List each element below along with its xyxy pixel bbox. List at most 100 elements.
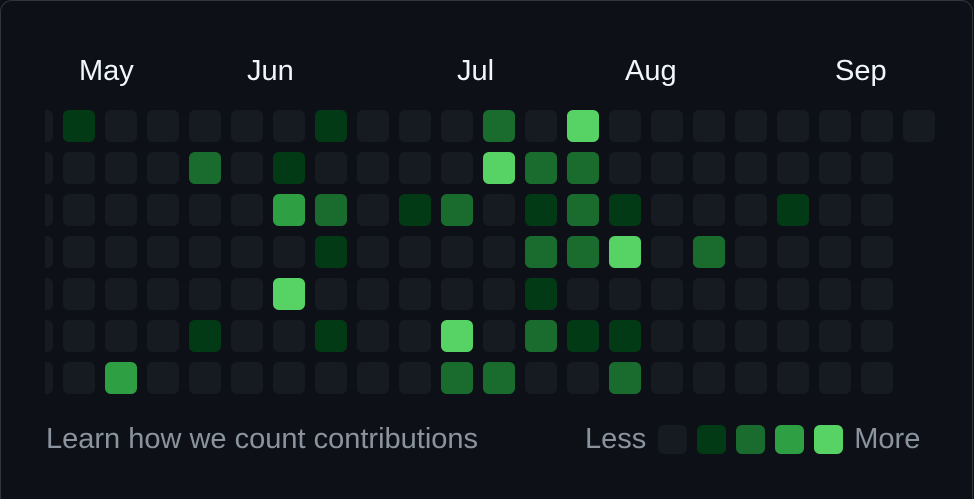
- contribution-day-cell[interactable]: [147, 110, 179, 142]
- contribution-day-cell[interactable]: [231, 362, 263, 394]
- contribution-day-cell[interactable]: [441, 194, 473, 226]
- contribution-day-cell[interactable]: [693, 320, 725, 352]
- contribution-day-cell[interactable]: [651, 320, 683, 352]
- contribution-day-cell[interactable]: [315, 194, 347, 226]
- contribution-day-cell[interactable]: [147, 362, 179, 394]
- contribution-day-cell[interactable]: [777, 362, 809, 394]
- contribution-day-cell[interactable]: [189, 152, 221, 184]
- contribution-day-cell[interactable]: [861, 362, 893, 394]
- contribution-day-cell[interactable]: [777, 236, 809, 268]
- contribution-day-cell[interactable]: [147, 194, 179, 226]
- contribution-day-cell[interactable]: [45, 194, 53, 226]
- contribution-day-cell[interactable]: [231, 194, 263, 226]
- contribution-day-cell[interactable]: [525, 152, 557, 184]
- contribution-day-cell[interactable]: [63, 362, 95, 394]
- contribution-day-cell[interactable]: [45, 236, 53, 268]
- contribution-day-cell[interactable]: [777, 320, 809, 352]
- contribution-day-cell[interactable]: [273, 152, 305, 184]
- contribution-day-cell[interactable]: [777, 152, 809, 184]
- contribution-day-cell[interactable]: [273, 110, 305, 142]
- contribution-day-cell[interactable]: [357, 110, 389, 142]
- contribution-day-cell[interactable]: [567, 278, 599, 310]
- contribution-day-cell[interactable]: [609, 362, 641, 394]
- contribution-day-cell[interactable]: [189, 194, 221, 226]
- contribution-day-cell[interactable]: [651, 110, 683, 142]
- contribution-day-cell[interactable]: [735, 320, 767, 352]
- contribution-day-cell[interactable]: [399, 320, 431, 352]
- contribution-day-cell[interactable]: [651, 152, 683, 184]
- contribution-day-cell[interactable]: [273, 320, 305, 352]
- contribution-day-cell[interactable]: [315, 236, 347, 268]
- contribution-day-cell[interactable]: [63, 152, 95, 184]
- contribution-day-cell[interactable]: [441, 236, 473, 268]
- contribution-day-cell[interactable]: [483, 278, 515, 310]
- contribution-day-cell[interactable]: [903, 110, 935, 142]
- contribution-day-cell[interactable]: [105, 194, 137, 226]
- contribution-day-cell[interactable]: [651, 278, 683, 310]
- contribution-day-cell[interactable]: [357, 320, 389, 352]
- contribution-day-cell[interactable]: [147, 320, 179, 352]
- contribution-day-cell[interactable]: [231, 152, 263, 184]
- contribution-day-cell[interactable]: [105, 152, 137, 184]
- contribution-day-cell[interactable]: [651, 236, 683, 268]
- contribution-day-cell[interactable]: [651, 362, 683, 394]
- contribution-day-cell[interactable]: [567, 362, 599, 394]
- contribution-day-cell[interactable]: [105, 278, 137, 310]
- contribution-day-cell[interactable]: [105, 110, 137, 142]
- contribution-day-cell[interactable]: [399, 278, 431, 310]
- contribution-day-cell[interactable]: [651, 194, 683, 226]
- contribution-day-cell[interactable]: [399, 194, 431, 226]
- contribution-day-cell[interactable]: [357, 362, 389, 394]
- contribution-day-cell[interactable]: [819, 194, 851, 226]
- contribution-day-cell[interactable]: [63, 278, 95, 310]
- contribution-day-cell[interactable]: [273, 194, 305, 226]
- contribution-day-cell[interactable]: [147, 152, 179, 184]
- contribution-day-cell[interactable]: [567, 110, 599, 142]
- contribution-day-cell[interactable]: [567, 320, 599, 352]
- contribution-day-cell[interactable]: [567, 236, 599, 268]
- contribution-day-cell[interactable]: [483, 194, 515, 226]
- contribution-day-cell[interactable]: [567, 152, 599, 184]
- contribution-day-cell[interactable]: [693, 278, 725, 310]
- contribution-day-cell[interactable]: [399, 362, 431, 394]
- contribution-day-cell[interactable]: [231, 110, 263, 142]
- contribution-day-cell[interactable]: [483, 320, 515, 352]
- contribution-day-cell[interactable]: [273, 236, 305, 268]
- contribution-day-cell[interactable]: [399, 110, 431, 142]
- contribution-day-cell[interactable]: [441, 320, 473, 352]
- contribution-day-cell[interactable]: [693, 194, 725, 226]
- contribution-day-cell[interactable]: [861, 278, 893, 310]
- contribution-day-cell[interactable]: [525, 194, 557, 226]
- contribution-day-cell[interactable]: [105, 362, 137, 394]
- contribution-day-cell[interactable]: [357, 194, 389, 226]
- contribution-day-cell[interactable]: [609, 110, 641, 142]
- contribution-day-cell[interactable]: [357, 152, 389, 184]
- contribution-day-cell[interactable]: [63, 320, 95, 352]
- contribution-day-cell[interactable]: [399, 236, 431, 268]
- contribution-day-cell[interactable]: [693, 110, 725, 142]
- contribution-day-cell[interactable]: [609, 194, 641, 226]
- contribution-day-cell[interactable]: [525, 110, 557, 142]
- contribution-day-cell[interactable]: [735, 236, 767, 268]
- contribution-day-cell[interactable]: [441, 152, 473, 184]
- contribution-day-cell[interactable]: [189, 278, 221, 310]
- contribution-day-cell[interactable]: [735, 278, 767, 310]
- contribution-day-cell[interactable]: [777, 110, 809, 142]
- contribution-day-cell[interactable]: [273, 362, 305, 394]
- contribution-day-cell[interactable]: [735, 110, 767, 142]
- contribution-day-cell[interactable]: [63, 236, 95, 268]
- contribution-day-cell[interactable]: [609, 320, 641, 352]
- contribution-day-cell[interactable]: [777, 194, 809, 226]
- contribution-day-cell[interactable]: [819, 152, 851, 184]
- contribution-day-cell[interactable]: [483, 110, 515, 142]
- contribution-day-cell[interactable]: [819, 110, 851, 142]
- contribution-day-cell[interactable]: [483, 362, 515, 394]
- contribution-day-cell[interactable]: [693, 362, 725, 394]
- contribution-day-cell[interactable]: [63, 110, 95, 142]
- contribution-day-cell[interactable]: [819, 362, 851, 394]
- contribution-day-cell[interactable]: [609, 152, 641, 184]
- contribution-day-cell[interactable]: [567, 194, 599, 226]
- contribution-day-cell[interactable]: [399, 152, 431, 184]
- contribution-day-cell[interactable]: [45, 110, 53, 142]
- contribution-day-cell[interactable]: [357, 278, 389, 310]
